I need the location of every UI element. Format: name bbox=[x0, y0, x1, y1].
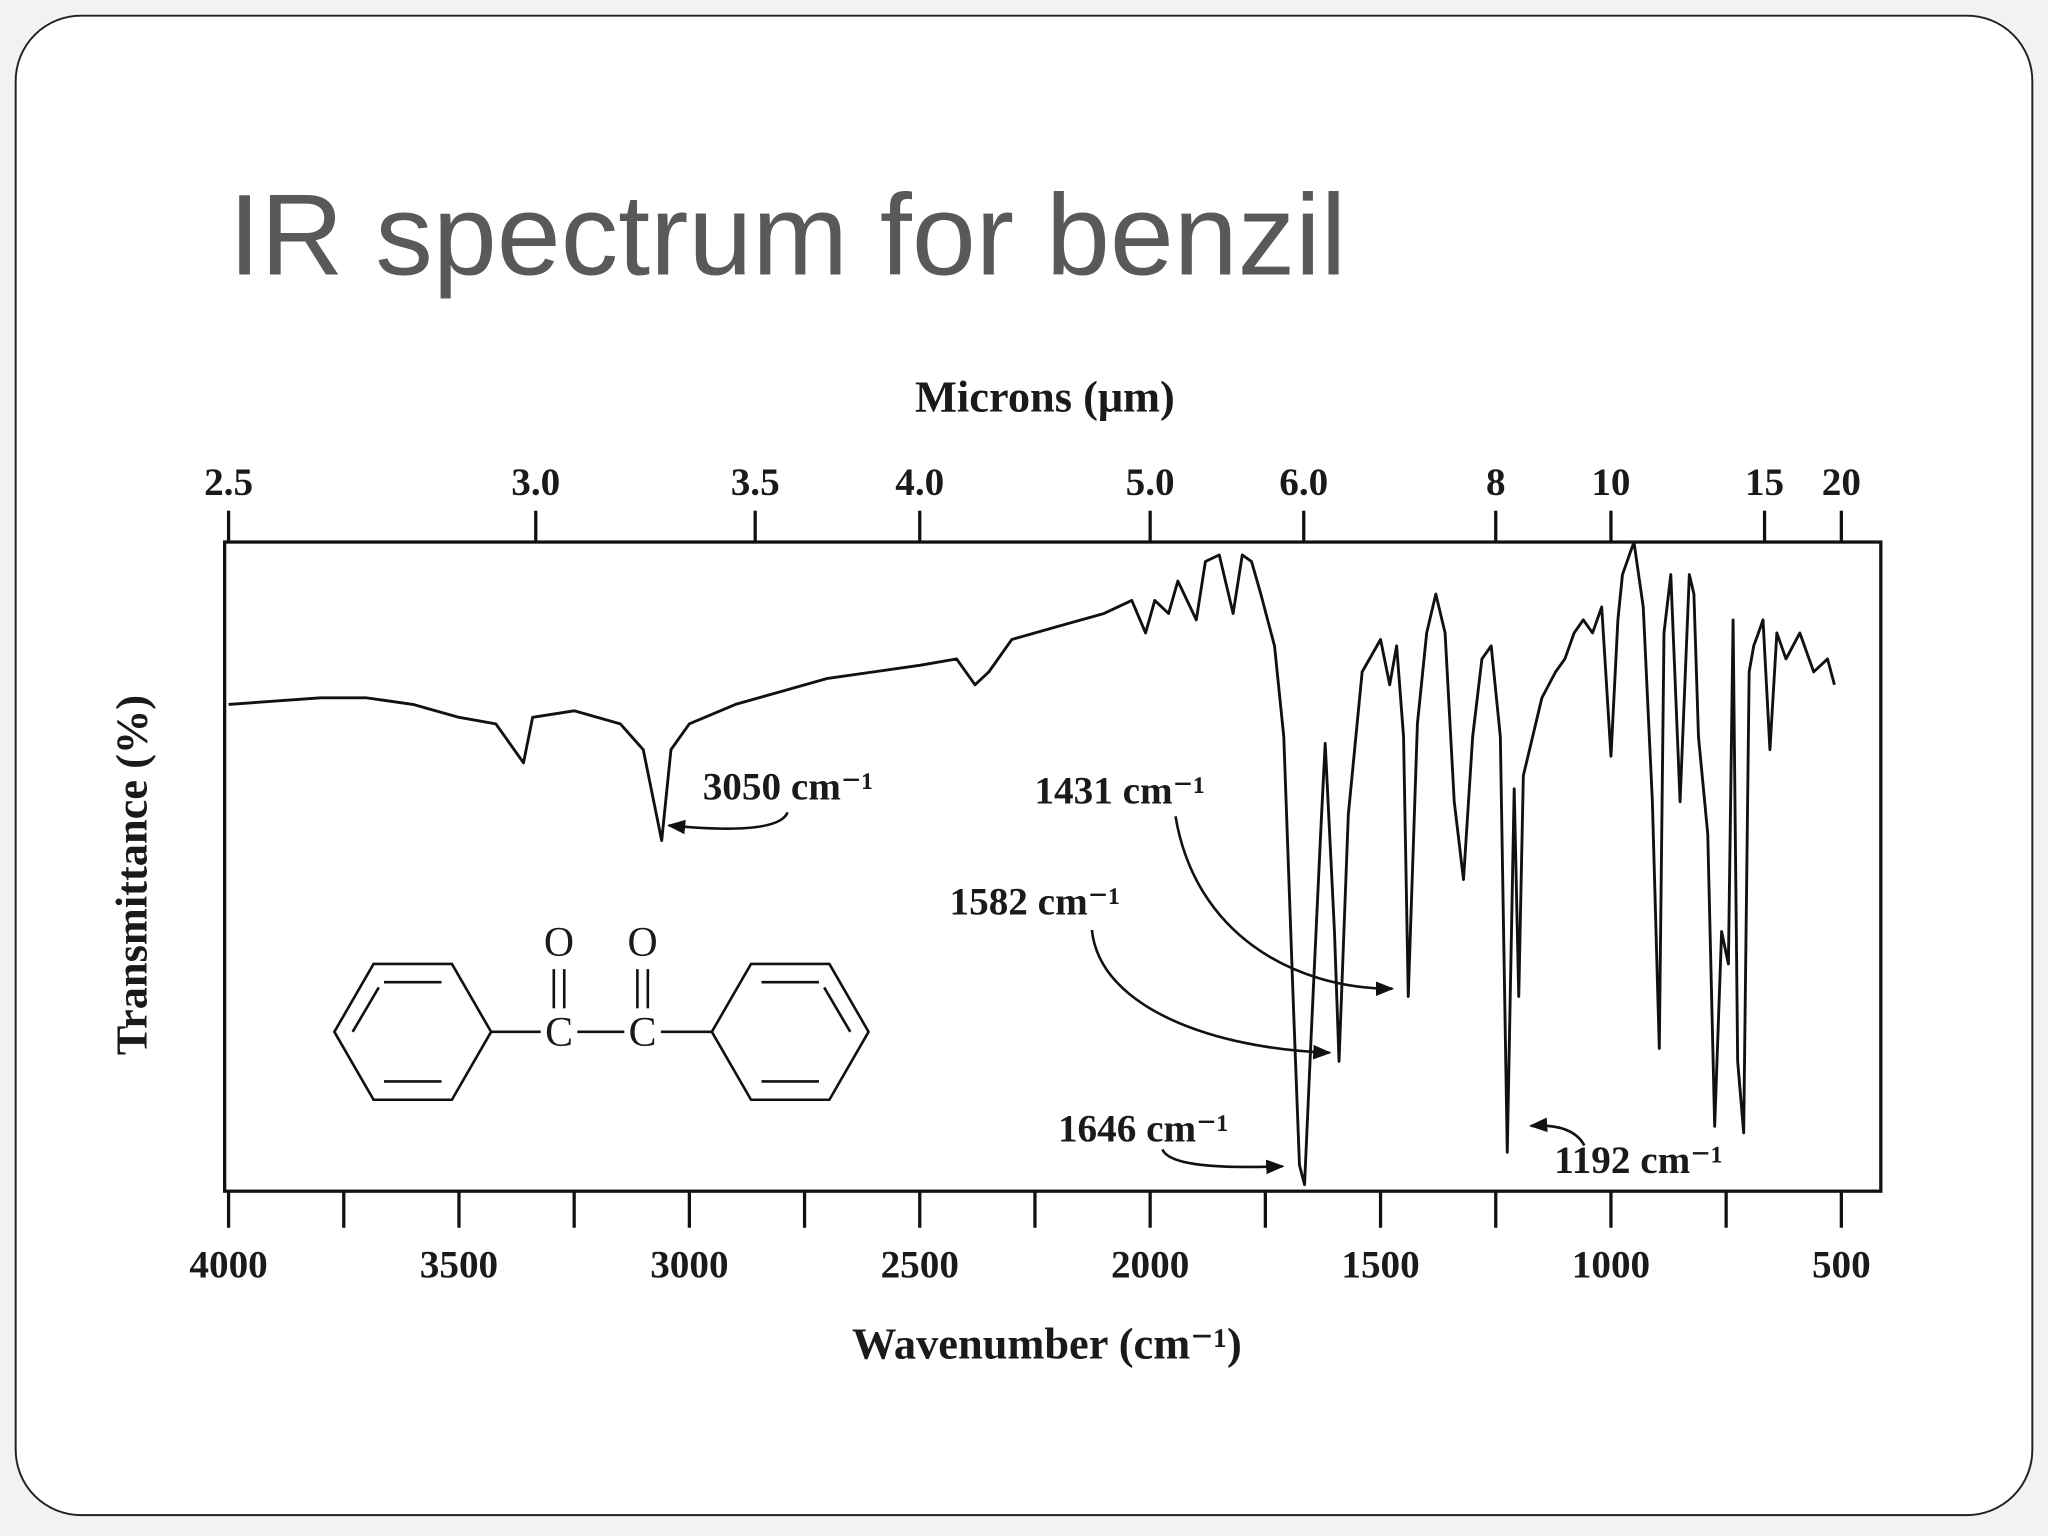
top-tick-label: 15 bbox=[1745, 461, 1784, 504]
slide-title: IR spectrum for benzil bbox=[229, 171, 1347, 299]
y-axis-label: Transmittance (%) bbox=[106, 695, 156, 1055]
atom-label: C bbox=[629, 1010, 657, 1056]
top-axis-label: Microns (μm) bbox=[915, 371, 1175, 421]
top-tick-label: 3.0 bbox=[511, 461, 560, 504]
top-tick-label: 6.0 bbox=[1279, 461, 1328, 504]
x-tick-label: 3000 bbox=[650, 1243, 728, 1286]
structure bbox=[332, 962, 871, 1102]
atom-label: O bbox=[628, 920, 658, 966]
top-tick-label: 5.0 bbox=[1126, 461, 1175, 504]
slide-frame bbox=[14, 14, 2034, 1517]
top-tick-label: 3.5 bbox=[731, 461, 780, 504]
x-axis-label: Wavenumber (cm⁻¹) bbox=[852, 1318, 1242, 1368]
top-tick-label: 20 bbox=[1822, 461, 1861, 504]
atom-label: C bbox=[545, 1010, 573, 1056]
annotation: 1646 cm⁻¹ bbox=[1058, 1108, 1229, 1151]
x-tick-label: 1000 bbox=[1572, 1243, 1650, 1286]
annotation-arrows bbox=[666, 811, 1586, 1175]
annotation: 1582 cm⁻¹ bbox=[950, 880, 1121, 923]
x-tick-label: 3500 bbox=[420, 1243, 498, 1286]
x-tick-label: 500 bbox=[1812, 1243, 1871, 1286]
plot: 4000 3500 3000 2500 2000 1500 1000 500 2.5 3.0 3.5… bbox=[106, 371, 1883, 1368]
annotation: 1192 cm⁻¹ bbox=[1554, 1139, 1722, 1182]
spectrum-line bbox=[228, 540, 1836, 1187]
annotation: 1431 cm⁻¹ bbox=[1034, 769, 1205, 812]
top-tick-label: 4.0 bbox=[895, 461, 944, 504]
top-tick-label: 10 bbox=[1591, 461, 1630, 504]
annotation: 3050 cm⁻¹ bbox=[703, 765, 874, 808]
top-tick-label: 2.5 bbox=[204, 461, 253, 504]
plot-frame bbox=[223, 540, 1883, 1193]
atom-label: O bbox=[544, 920, 574, 966]
x-tick-label: 4000 bbox=[189, 1243, 267, 1286]
x-tick-label: 2500 bbox=[881, 1243, 959, 1286]
x-tick-label: 1500 bbox=[1341, 1243, 1419, 1286]
top-tick-label: 8 bbox=[1486, 461, 1506, 504]
x-tick-label: 2000 bbox=[1111, 1243, 1189, 1286]
